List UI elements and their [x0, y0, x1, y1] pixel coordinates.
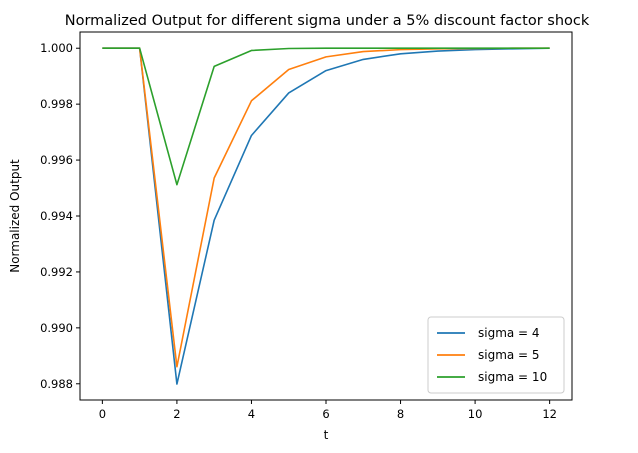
x-tick-label: 10 — [468, 407, 483, 421]
legend-label: sigma = 10 — [478, 370, 547, 384]
y-tick-label: 0.988 — [40, 377, 73, 391]
x-tick-label: 0 — [99, 407, 106, 421]
y-tick-label: 1.000 — [40, 41, 73, 55]
x-tick-label: 6 — [322, 407, 329, 421]
x-tick-label: 4 — [248, 407, 255, 421]
y-tick-label: 0.990 — [40, 321, 73, 335]
chart-title: Normalized Output for different sigma un… — [65, 13, 590, 29]
y-tick-label: 0.994 — [40, 209, 73, 223]
y-axis-label: Normalized Output — [8, 159, 22, 273]
y-tick-label: 0.996 — [40, 153, 73, 167]
legend: sigma = 4 sigma = 5 sigma = 10 — [427, 316, 565, 394]
x-tick-label: 12 — [542, 407, 557, 421]
legend-box — [427, 316, 565, 394]
series-line-3 — [102, 47, 550, 186]
x-tick-label: 2 — [173, 407, 180, 421]
y-tick-label: 0.998 — [40, 97, 73, 111]
y-tick-label: 0.992 — [40, 265, 73, 279]
legend-label: sigma = 5 — [478, 348, 540, 362]
legend-label: sigma = 4 — [478, 326, 540, 340]
x-axis-label: t — [324, 428, 329, 442]
series-line-1 — [102, 47, 550, 385]
x-axis: 0 2 4 6 8 10 12 — [99, 400, 557, 421]
x-tick-label: 8 — [397, 407, 404, 421]
y-axis: 0.988 0.990 0.992 0.994 0.996 0.998 1.000 — [40, 41, 80, 391]
series-lines — [102, 47, 550, 385]
